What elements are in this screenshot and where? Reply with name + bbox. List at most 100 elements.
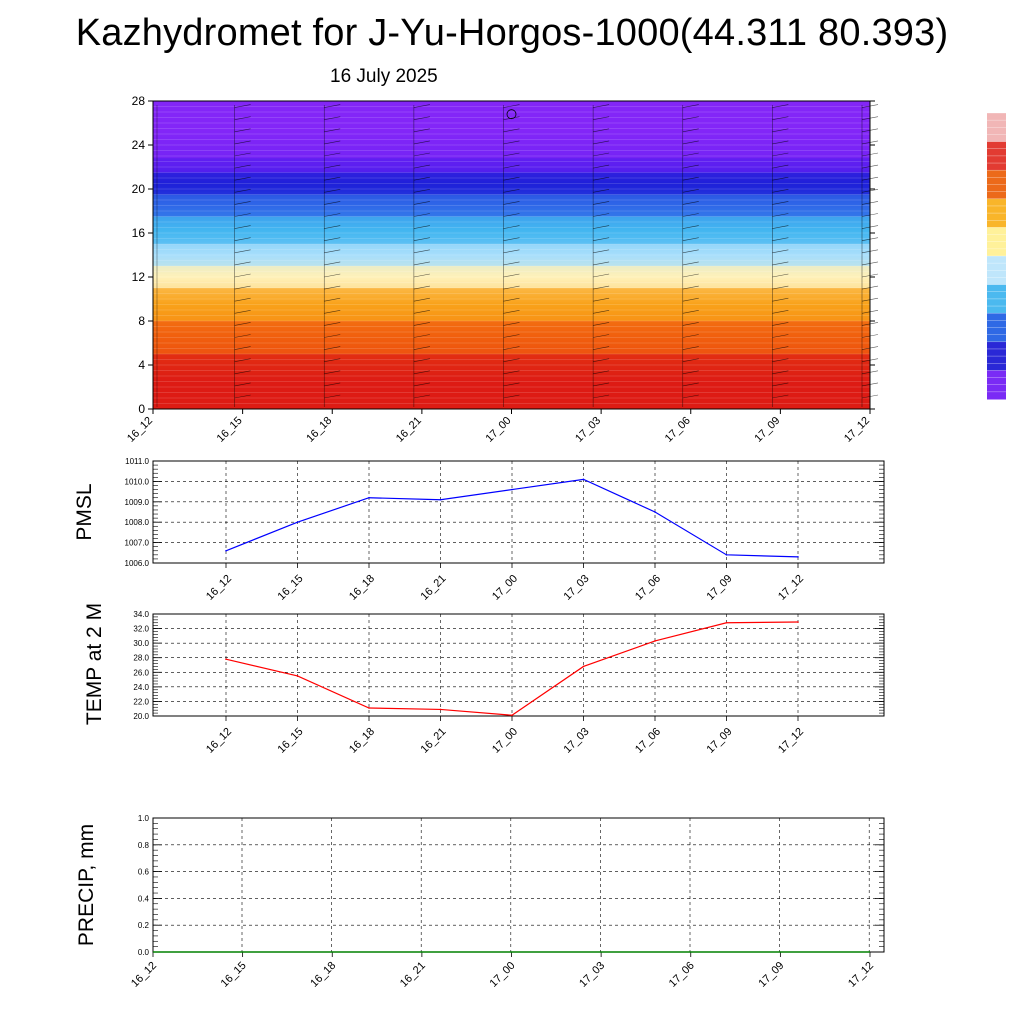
wind-barb (682, 213, 699, 217)
wind-barb (772, 285, 789, 290)
wind-barb (413, 261, 430, 266)
wind-barb (772, 104, 789, 108)
wind-barb (503, 116, 520, 120)
data-point (797, 556, 799, 558)
y-tick-label: 34.0 (133, 610, 149, 619)
wind-barb (503, 358, 520, 362)
wind-barb (324, 140, 341, 145)
wind-barb (234, 334, 251, 338)
wind-barb (772, 297, 789, 302)
wind-barb (503, 128, 520, 133)
wind-barb (772, 128, 789, 133)
y-tick-label: 1010.0 (125, 477, 150, 486)
x-tick-label: 17_06 (667, 960, 697, 990)
wind-barb (682, 382, 699, 387)
data-point (797, 621, 799, 623)
wind-barb (772, 394, 789, 399)
y-tick-label: 22.0 (133, 697, 149, 706)
wind-barb (413, 334, 430, 338)
y-tick-label: 16 (132, 226, 146, 240)
wind-barb (234, 394, 251, 399)
wind-barb (234, 225, 251, 229)
x-tick-label: 16_21 (419, 726, 449, 756)
wind-barb (234, 104, 251, 108)
wind-barb (503, 140, 520, 145)
wind-barb (503, 164, 520, 169)
wind-barb (682, 128, 699, 133)
wind-barb (503, 382, 520, 387)
wind-barb (682, 176, 699, 181)
wind-barb (682, 237, 699, 241)
wind-barb (234, 382, 251, 387)
wind-barb (234, 310, 251, 314)
x-tick-label: 16_18 (308, 960, 338, 990)
wind-barb (324, 189, 341, 193)
wind-barb (682, 310, 699, 314)
section-band (153, 216, 870, 244)
wind-barb (413, 297, 430, 302)
wind-barb (772, 358, 789, 362)
x-tick-label: 16_18 (347, 573, 377, 603)
section-band (153, 244, 870, 266)
wind-barb (682, 346, 699, 350)
wind-barb (234, 322, 251, 326)
wind-barb (324, 237, 341, 241)
wind-barb (772, 237, 789, 241)
x-tick-label: 16_21 (419, 573, 449, 603)
wind-barb (772, 152, 789, 157)
wind-barb (413, 346, 430, 350)
wind-barb (234, 261, 251, 266)
wind-barb (503, 334, 520, 338)
wind-barb (324, 116, 341, 120)
x-tick-label: 17_00 (490, 573, 520, 603)
wind-barb (593, 225, 610, 229)
x-tick-label: 17_06 (663, 415, 693, 445)
x-tick-label: 16_12 (129, 960, 159, 990)
wind-barb (413, 140, 430, 145)
wind-barb (234, 116, 251, 120)
wind-barb (413, 225, 430, 229)
y-tick-label: 0.6 (138, 868, 150, 877)
x-tick-label: 17_00 (488, 960, 518, 990)
wind-barb (324, 382, 341, 387)
wind-barb (324, 261, 341, 266)
wind-barb (324, 394, 341, 399)
wind-barb (682, 358, 699, 362)
x-tick-label: 16_15 (276, 573, 306, 603)
wind-barb (593, 394, 610, 399)
x-tick-label: 17_12 (846, 960, 876, 990)
wind-barb (772, 334, 789, 338)
data-point (296, 675, 299, 677)
wind-barb (503, 176, 520, 181)
y-tick-label: 1006.0 (125, 559, 150, 568)
wind-barb (593, 189, 610, 193)
data-point (582, 478, 585, 481)
x-tick-label: 17_03 (562, 573, 592, 603)
x-tick-label: 17_12 (776, 573, 806, 603)
panel-frame (152, 817, 885, 953)
wind-barb (593, 116, 610, 120)
y-tick-label: 1.0 (138, 814, 150, 823)
forecast-date: 16 July 2025 (330, 66, 438, 87)
wind-barb (324, 176, 341, 181)
wind-barb (772, 116, 789, 120)
x-tick-label: 16_12 (125, 415, 155, 445)
wind-barb (772, 310, 789, 314)
y-tick-label: 20.0 (133, 712, 149, 721)
section-band (153, 158, 870, 173)
y-tick-label: 0.2 (138, 921, 150, 930)
y-tick-label: 4 (138, 358, 145, 372)
wind-barb (682, 249, 699, 254)
section-band (153, 321, 870, 354)
y-tick-label: 12 (132, 270, 146, 284)
y-axis-label: TEMP at 2 M (83, 603, 106, 725)
wind-barb (593, 370, 610, 375)
wind-barb (593, 128, 610, 133)
wind-barb (503, 394, 520, 399)
wind-barb (593, 273, 610, 278)
wind-barb (772, 213, 789, 217)
panel-frame (152, 613, 885, 717)
calm-wind-marker (506, 109, 517, 120)
wind-barb (772, 249, 789, 254)
y-tick-label: 1011.0 (125, 457, 149, 466)
